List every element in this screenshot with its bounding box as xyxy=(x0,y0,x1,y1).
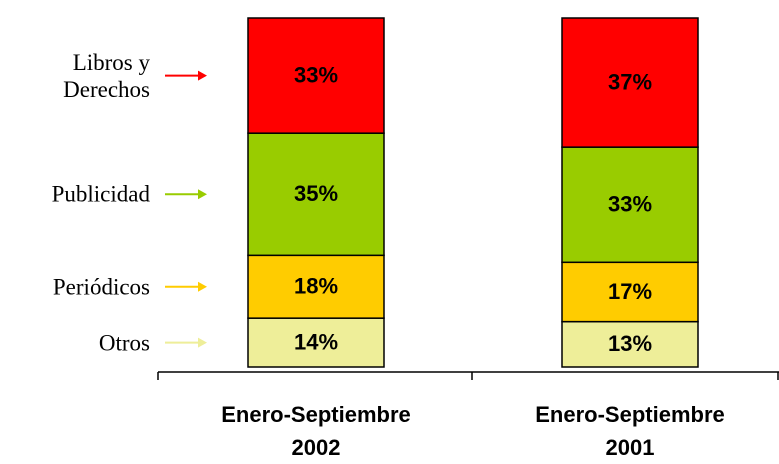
bar-segment xyxy=(561,261,699,323)
bar-segment xyxy=(247,317,385,368)
legend-arrow-head xyxy=(198,189,207,200)
value-label: 33% xyxy=(294,62,338,87)
x-tick-label: Enero-Septiembre 2002 xyxy=(221,402,411,460)
legend-label: Publicidad xyxy=(51,181,150,207)
legend-label: Libros y Derechos xyxy=(63,49,150,102)
legend-arrow-head xyxy=(198,337,207,348)
bar-segment xyxy=(561,320,699,368)
legend-label: Periódicos xyxy=(52,274,150,300)
bar-segment xyxy=(247,254,385,319)
value-label: 13% xyxy=(608,331,652,356)
value-label: 17% xyxy=(608,279,652,304)
value-label: 14% xyxy=(294,329,338,354)
x-tick-label: Enero-Septiembre 2001 xyxy=(535,402,725,460)
value-label: 37% xyxy=(608,69,652,94)
bar-segment xyxy=(247,17,385,134)
legend-arrow-head xyxy=(198,70,207,81)
value-label: 33% xyxy=(608,192,652,217)
bar-segment xyxy=(247,132,385,257)
value-label: 35% xyxy=(294,181,338,206)
legend-arrow-head xyxy=(198,281,207,292)
value-label: 18% xyxy=(294,274,338,299)
bar-segment xyxy=(561,146,699,264)
bar-segment xyxy=(561,17,699,148)
legend-label: Otros xyxy=(98,330,150,356)
